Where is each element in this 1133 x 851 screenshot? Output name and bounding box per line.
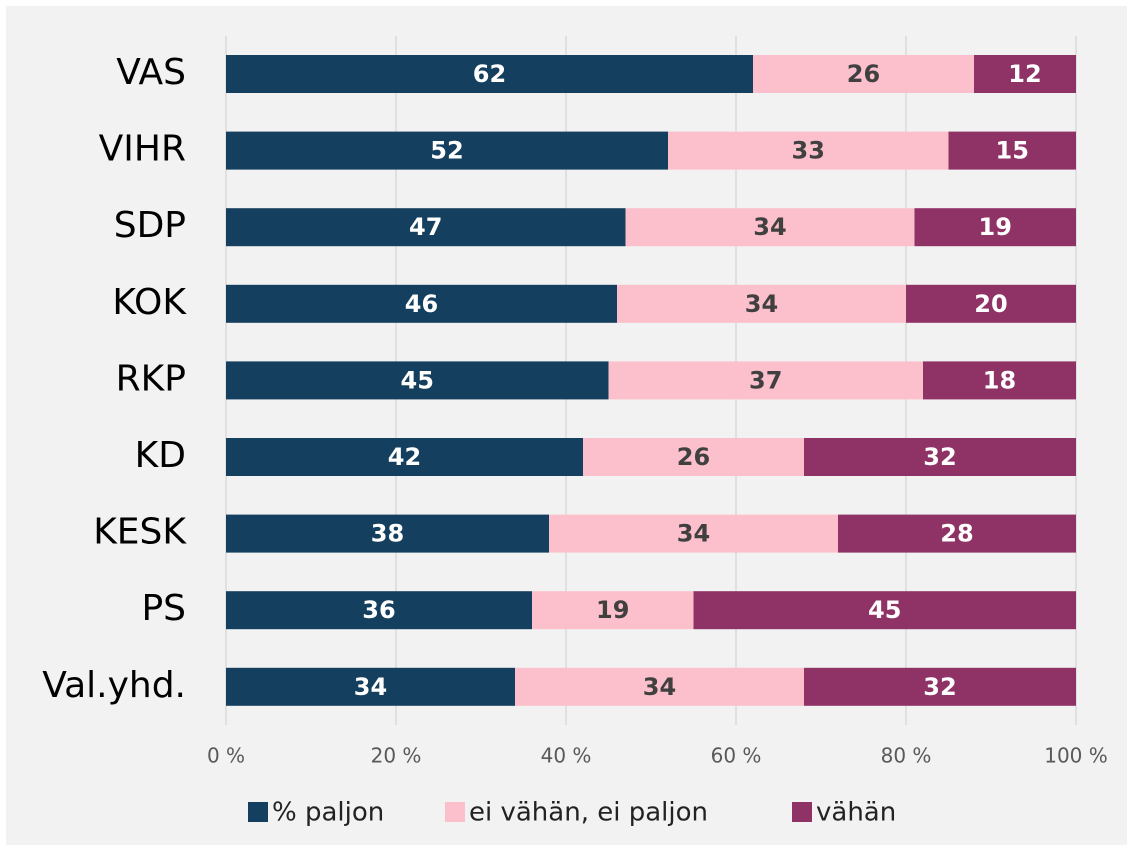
bar-segment <box>753 55 974 93</box>
data-label: 28 <box>940 520 973 548</box>
legend-label: vähän <box>816 798 896 828</box>
bar-segment <box>226 284 617 323</box>
category-label: VAS <box>116 52 186 93</box>
category-label: Val.yhd. <box>42 665 186 706</box>
bar-segment <box>923 361 1076 400</box>
data-label: 37 <box>749 366 782 394</box>
bar-segment <box>226 208 626 247</box>
bar-segment <box>838 514 1076 553</box>
data-label: 36 <box>362 596 395 624</box>
bar-segment <box>804 438 1076 476</box>
data-label: 26 <box>677 443 710 471</box>
data-label: 62 <box>473 60 506 88</box>
data-label: 34 <box>753 213 786 241</box>
legend-label: % paljon <box>272 798 384 828</box>
bar-segment <box>226 667 515 706</box>
data-label: 15 <box>996 137 1029 165</box>
data-label: 32 <box>923 673 956 701</box>
bar-segment <box>804 667 1076 706</box>
bar-segment <box>226 591 532 630</box>
bar-segment <box>625 208 915 247</box>
bar-segment <box>948 131 1076 170</box>
bar-segment <box>549 514 838 553</box>
category-label: RKP <box>116 358 186 399</box>
x-tick-label: 0 % <box>207 744 245 768</box>
category-label: KESK <box>93 512 187 553</box>
category-label: PS <box>141 588 186 629</box>
legend-label: ei vähän, ei paljon <box>469 798 708 828</box>
bar-segment <box>226 438 583 476</box>
bar-segment <box>693 591 1076 630</box>
legend-swatch <box>445 802 465 822</box>
data-label: 20 <box>974 290 1007 318</box>
bar-segment <box>668 131 949 170</box>
x-tick-label: 80 % <box>881 744 932 768</box>
legend-swatch <box>248 802 268 822</box>
data-label: 19 <box>596 596 629 624</box>
data-label: 18 <box>983 366 1016 394</box>
x-tick-label: 40 % <box>541 744 592 768</box>
data-label: 46 <box>405 290 438 318</box>
data-label: 34 <box>643 673 676 701</box>
data-label: 19 <box>979 213 1012 241</box>
bar-segment <box>532 591 694 630</box>
bar-segment <box>226 514 549 553</box>
data-label: 34 <box>677 520 710 548</box>
bar-segment <box>226 131 668 170</box>
bar-segment <box>617 284 906 323</box>
data-label: 47 <box>409 213 442 241</box>
bar-segment <box>608 361 923 400</box>
data-label: 32 <box>923 443 956 471</box>
bar-segment <box>974 55 1076 93</box>
category-label: KD <box>135 435 186 476</box>
data-label: 45 <box>401 366 434 394</box>
bar-segment <box>226 361 609 400</box>
data-label: 45 <box>868 596 901 624</box>
category-label: SDP <box>114 205 186 246</box>
data-label: 38 <box>371 520 404 548</box>
data-label: 42 <box>388 443 421 471</box>
data-label: 34 <box>745 290 778 318</box>
x-tick-label: 100 % <box>1044 744 1108 768</box>
bar-segment <box>515 667 804 706</box>
bar-segment <box>583 438 804 476</box>
category-label: KOK <box>112 282 187 323</box>
bar-segment <box>226 55 753 93</box>
data-label: 26 <box>847 60 880 88</box>
data-label: 52 <box>430 137 463 165</box>
bar-segment <box>906 284 1076 323</box>
bar-segment <box>914 208 1076 247</box>
data-label: 33 <box>792 137 825 165</box>
data-label: 12 <box>1008 60 1041 88</box>
legend-swatch <box>792 802 812 822</box>
x-tick-label: 20 % <box>371 744 422 768</box>
data-label: 34 <box>354 673 387 701</box>
category-label: VIHR <box>99 129 186 170</box>
x-tick-label: 60 % <box>711 744 762 768</box>
